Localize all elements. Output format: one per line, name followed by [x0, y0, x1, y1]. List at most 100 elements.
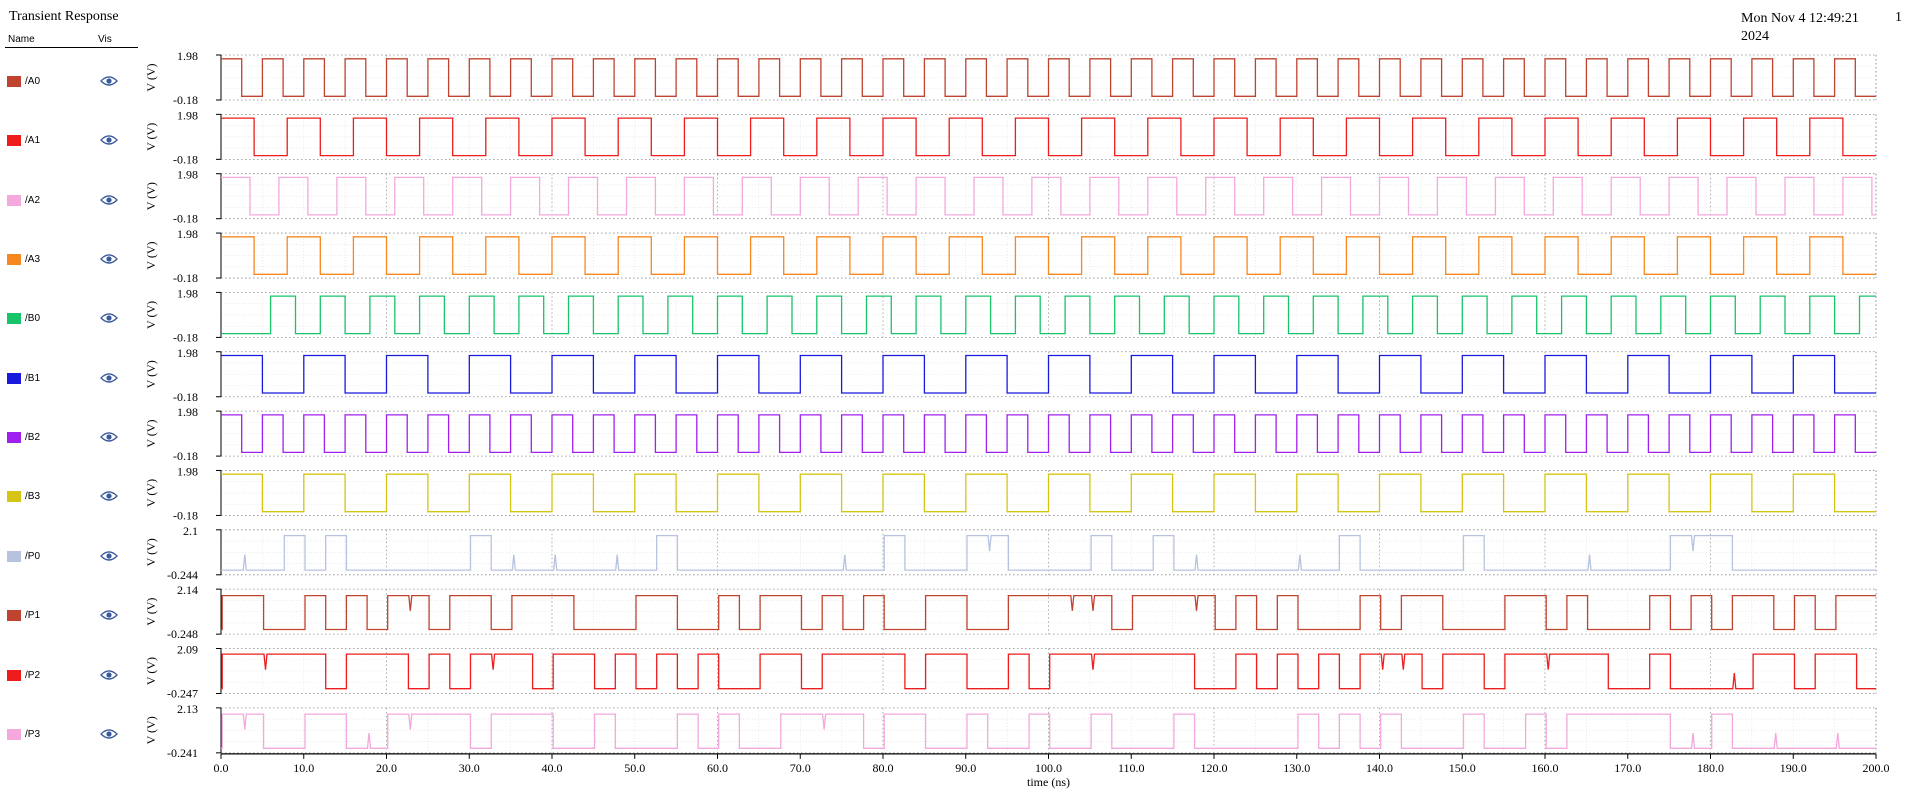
y-axis-label: V (V): [144, 598, 158, 626]
x-tick-label: 180.0: [1697, 761, 1724, 775]
x-tick-label: 170.0: [1614, 761, 1641, 775]
eye-icon[interactable]: [100, 489, 118, 503]
legend-swatch: [7, 669, 21, 681]
legend-label: /P1: [25, 610, 41, 622]
series-line-a3: [221, 236, 1876, 275]
legend-item-p0[interactable]: /P0: [7, 549, 147, 565]
panel-b2: 1.98 -0.18 V (V): [144, 405, 1877, 463]
series-line-a1: [221, 117, 1876, 157]
x-tick-label: 50.0: [624, 761, 645, 775]
y-max-label: 1.98: [177, 405, 198, 419]
x-tick-label: 80.0: [873, 761, 894, 775]
series-line-p2: [221, 653, 1876, 690]
legend-header-divider: [5, 47, 138, 48]
legend-item-p1[interactable]: /P1: [7, 608, 147, 624]
x-tick-label: 20.0: [376, 761, 397, 775]
legend-item-b3[interactable]: /B3: [7, 489, 147, 505]
eye-icon[interactable]: [100, 371, 118, 385]
legend-item-b0[interactable]: /B0: [7, 311, 147, 327]
legend-column-name: Name: [8, 34, 35, 45]
y-axis-label: V (V): [144, 123, 158, 151]
x-tick-label: 160.0: [1532, 761, 1559, 775]
legend-swatch: [7, 728, 21, 740]
y-max-label: 2.09: [177, 643, 198, 657]
y-min-label: -0.18: [173, 93, 198, 107]
x-axis-label: time (ns): [1027, 775, 1070, 789]
timestamp: Mon Nov 4 12:49:21 2024: [1741, 11, 1859, 44]
series-line-a0: [221, 58, 1876, 97]
y-min-label: -0.18: [173, 271, 198, 285]
y-max-label: 2.1: [183, 524, 198, 538]
y-axis-label: V (V): [144, 241, 158, 269]
panel-b0: 1.98 -0.18 V (V): [144, 286, 1877, 344]
eye-icon[interactable]: [100, 193, 118, 207]
eye-icon[interactable]: [100, 133, 118, 147]
panel-p2: 2.09 -0.247 V (V): [144, 643, 1877, 701]
legend-item-a2[interactable]: /A2: [7, 193, 147, 209]
y-axis-label: V (V): [144, 420, 158, 448]
legend-item-p3[interactable]: /P3: [7, 727, 147, 743]
series-line-b1: [221, 354, 1876, 394]
y-axis-label: V (V): [144, 63, 158, 91]
y-axis-label: V (V): [144, 182, 158, 210]
series-line-p3: [221, 713, 1876, 749]
series-line-b3: [221, 473, 1876, 513]
legend-swatch: [7, 610, 21, 622]
page-number: 1: [1895, 10, 1902, 25]
legend-swatch: [7, 432, 21, 444]
legend-label: /B3: [25, 491, 41, 503]
eye-icon[interactable]: [100, 668, 118, 682]
legend-label: /A0: [25, 76, 41, 87]
y-min-label: -0.18: [173, 212, 198, 226]
eye-icon[interactable]: [100, 727, 118, 741]
y-min-label: -0.18: [173, 390, 198, 404]
legend-swatch: [7, 313, 21, 325]
y-max-label: 2.14: [177, 583, 198, 597]
panel-p3: 2.13 -0.241 V (V): [144, 702, 1877, 760]
panel-b1: 1.98 -0.18 V (V): [144, 346, 1877, 404]
x-tick-label: 190.0: [1780, 761, 1807, 775]
y-axis-label: V (V): [144, 538, 158, 566]
eye-icon[interactable]: [100, 430, 118, 444]
legend-swatch: [7, 254, 21, 266]
legend-item-p2[interactable]: /P2: [7, 668, 147, 684]
legend-swatch: [7, 491, 21, 503]
x-tick-label: 100.0: [1035, 761, 1062, 775]
panel-a0: 1.98 -0.18 V (V): [144, 49, 1877, 107]
eye-icon[interactable]: [100, 252, 118, 266]
series-line-b0: [221, 295, 1876, 335]
legend-item-b1[interactable]: /B1: [7, 371, 147, 387]
eye-icon[interactable]: [100, 608, 118, 622]
legend-label: /B0: [25, 313, 41, 325]
window-title: Transient Response: [9, 9, 119, 24]
legend-swatch: [7, 194, 21, 206]
eye-icon[interactable]: [100, 311, 118, 325]
legend-item-a3[interactable]: /A3: [7, 252, 147, 268]
legend-item-a1[interactable]: /A1: [7, 133, 147, 149]
x-tick-label: 90.0: [955, 761, 976, 775]
series-line-p0: [221, 534, 1876, 571]
series-line-b2: [221, 414, 1876, 454]
legend-item-b2[interactable]: /B2: [7, 430, 147, 446]
y-min-label: -0.18: [173, 330, 198, 344]
y-axis-label: V (V): [144, 360, 158, 388]
legend-swatch: [7, 372, 21, 384]
legend-column-vis: Vis: [98, 34, 112, 45]
x-tick-label: 60.0: [707, 761, 728, 775]
eye-icon[interactable]: [100, 549, 118, 563]
x-tick-label: 120.0: [1201, 761, 1228, 775]
x-tick-label: 10.0: [293, 761, 314, 775]
legend-label: /A1: [25, 135, 41, 147]
legend-label: /A3: [25, 254, 41, 266]
y-max-label: 1.98: [177, 286, 198, 300]
panel-a2: 1.98 -0.18 V (V): [144, 168, 1877, 226]
panel-p1: 2.14 -0.248 V (V): [144, 583, 1877, 641]
y-min-label: -0.247: [167, 687, 198, 701]
y-axis-label: V (V): [144, 657, 158, 685]
x-tick-label: 150.0: [1449, 761, 1476, 775]
eye-icon[interactable]: [100, 74, 118, 88]
legend-item-a0[interactable]: /A0: [7, 74, 147, 90]
panel-p0: 2.1 -0.244 V (V): [144, 524, 1877, 582]
y-max-label: 1.98: [177, 108, 198, 122]
